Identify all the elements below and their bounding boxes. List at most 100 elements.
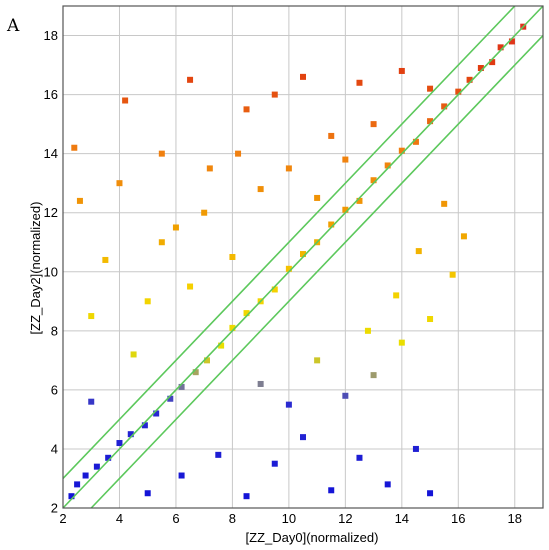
x-tick-label-3: 8 bbox=[229, 511, 236, 526]
data-point-0-44 bbox=[158, 150, 165, 157]
data-point-0-61 bbox=[342, 156, 349, 163]
data-point-0-72 bbox=[300, 434, 306, 441]
x-tick-label-6: 14 bbox=[395, 511, 409, 526]
data-point-0-87 bbox=[393, 292, 400, 299]
data-point-0-9 bbox=[167, 395, 174, 402]
data-point-0-65 bbox=[187, 283, 194, 290]
data-point-0-59 bbox=[285, 165, 292, 172]
data-point-0-33 bbox=[489, 59, 496, 66]
data-point-0-3 bbox=[93, 463, 100, 470]
data-point-0-14 bbox=[229, 324, 236, 331]
data-point-0-10 bbox=[178, 383, 185, 390]
data-point-0-51 bbox=[356, 79, 363, 86]
x-tick-label-0: 2 bbox=[59, 511, 66, 526]
data-point-0-55 bbox=[172, 224, 179, 231]
reference-line-1 bbox=[62, 5, 516, 480]
data-point-0-83 bbox=[415, 248, 422, 255]
data-point-0-23 bbox=[356, 197, 363, 204]
y-tick-label-4: 10 bbox=[44, 264, 58, 279]
data-point-0-0 bbox=[68, 493, 75, 500]
y-tick-label-7: 16 bbox=[44, 87, 58, 102]
data-point-0-13 bbox=[218, 342, 225, 349]
data-point-0-57 bbox=[229, 254, 236, 260]
data-point-0-45 bbox=[187, 76, 194, 83]
x-axis-label: [ZZ_Day0](normalized) bbox=[246, 530, 379, 545]
data-point-0-4 bbox=[105, 454, 112, 461]
data-point-0-77 bbox=[427, 490, 434, 497]
y-tick-label-5: 12 bbox=[44, 205, 58, 220]
data-point-0-50 bbox=[328, 132, 335, 139]
data-point-0-78 bbox=[342, 392, 349, 399]
data-point-0-70 bbox=[243, 493, 250, 500]
y-tick-label-3: 8 bbox=[51, 323, 58, 338]
data-point-0-5 bbox=[116, 440, 123, 447]
data-point-0-24 bbox=[370, 177, 377, 184]
data-point-0-6 bbox=[127, 431, 134, 438]
data-point-0-80 bbox=[398, 339, 405, 346]
x-tick-label-2: 6 bbox=[172, 511, 179, 526]
data-point-0-85 bbox=[314, 357, 321, 364]
x-tick-label-5: 12 bbox=[338, 511, 352, 526]
x-tick-labels: 2 4 6 8 10 12 14 16 18 bbox=[59, 511, 522, 526]
y-tick-labels: 2 4 6 8 10 12 14 16 18 bbox=[44, 28, 58, 515]
data-point-0-76 bbox=[412, 445, 419, 452]
data-point-0-49 bbox=[300, 73, 306, 80]
panel-label: A bbox=[6, 16, 20, 36]
data-point-0-18 bbox=[285, 265, 292, 272]
data-point-0-46 bbox=[206, 165, 213, 172]
data-point-0-43 bbox=[122, 97, 129, 104]
reference-line-2 bbox=[90, 34, 544, 509]
data-point-0-41 bbox=[76, 197, 83, 204]
y-tick-label-6: 14 bbox=[44, 146, 58, 161]
data-point-0-58 bbox=[257, 186, 264, 193]
data-point-0-63 bbox=[88, 313, 95, 320]
data-point-0-75 bbox=[384, 481, 391, 488]
data-point-0-67 bbox=[144, 490, 151, 497]
data-point-0-28 bbox=[427, 118, 434, 125]
data-point-0-12 bbox=[204, 357, 210, 364]
data-point-0-53 bbox=[398, 67, 405, 74]
data-point-0-81 bbox=[427, 316, 434, 323]
x-tick-label-8: 18 bbox=[508, 511, 522, 526]
data-point-0-1 bbox=[74, 481, 81, 488]
data-points bbox=[68, 23, 527, 500]
data-point-0-22 bbox=[342, 206, 349, 213]
data-point-0-39 bbox=[144, 298, 151, 305]
y-axis-label: [ZZ_Day2](normalized) bbox=[28, 202, 43, 335]
data-point-0-82 bbox=[449, 271, 456, 278]
x-tick-label-4: 10 bbox=[282, 511, 296, 526]
data-point-0-47 bbox=[243, 106, 250, 113]
data-point-0-7 bbox=[141, 422, 148, 429]
data-point-0-62 bbox=[116, 180, 123, 187]
data-point-0-27 bbox=[412, 138, 419, 145]
data-point-0-74 bbox=[356, 454, 363, 461]
data-point-0-60 bbox=[314, 194, 321, 201]
data-point-0-17 bbox=[271, 286, 278, 293]
data-point-0-88 bbox=[364, 327, 371, 334]
data-point-0-32 bbox=[477, 65, 484, 72]
data-point-0-40 bbox=[102, 256, 109, 263]
data-point-0-89 bbox=[460, 233, 467, 240]
data-point-0-11 bbox=[192, 369, 199, 376]
data-point-0-34 bbox=[497, 44, 504, 51]
data-point-0-8 bbox=[153, 410, 160, 417]
reference-lines bbox=[62, 5, 544, 509]
data-point-0-71 bbox=[271, 460, 278, 467]
y-tick-label-2: 6 bbox=[51, 382, 58, 397]
reference-line-0 bbox=[62, 5, 544, 509]
data-point-0-66 bbox=[235, 150, 242, 157]
data-point-0-54 bbox=[427, 85, 434, 92]
data-point-0-42 bbox=[71, 144, 78, 151]
data-point-0-35 bbox=[508, 38, 515, 45]
x-tick-label-1: 4 bbox=[116, 511, 123, 526]
data-point-0-21 bbox=[328, 221, 335, 228]
data-point-0-15 bbox=[243, 310, 250, 317]
data-point-0-2 bbox=[82, 472, 89, 479]
data-point-0-86 bbox=[257, 380, 264, 387]
data-point-0-31 bbox=[466, 76, 473, 83]
data-point-0-56 bbox=[201, 209, 208, 216]
data-point-0-79 bbox=[370, 372, 377, 379]
data-point-0-90 bbox=[441, 200, 448, 207]
x-tick-label-7: 16 bbox=[451, 511, 465, 526]
